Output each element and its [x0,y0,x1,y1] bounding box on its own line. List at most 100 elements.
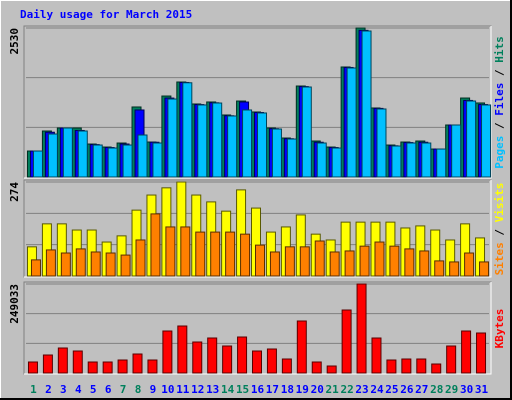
bar [389,245,400,277]
bar [47,133,58,178]
bar [301,86,312,178]
bar [242,109,253,178]
x-tick-label: 4 [75,383,82,396]
x-tick-label: 8 [135,383,142,396]
x-tick-label: 7 [120,383,127,396]
legend-entry: Files [493,83,506,116]
bar [240,233,251,277]
bar [207,337,218,374]
x-tick-label: 22 [340,383,353,396]
bar [32,150,43,178]
bar [102,361,113,374]
bar [227,115,238,178]
bar [252,350,262,374]
bar [476,332,487,374]
bar [316,142,327,178]
bar [60,252,71,277]
bar [359,245,370,277]
legend-separator: / [493,116,506,136]
bar [152,142,163,178]
bar [180,226,191,277]
x-tick-label: 16 [251,383,265,396]
bar [87,361,98,374]
bar [286,138,297,178]
bar [192,341,203,374]
x-tick-label: 26 [400,383,414,396]
bar [167,98,178,178]
bar [75,248,86,277]
x-tick-label: 20 [311,383,324,396]
x-tick-label: 17 [266,383,279,396]
bar [356,283,367,374]
bar [162,330,173,374]
bar [105,252,116,277]
bar [299,246,310,277]
legend-entry: Pages [493,136,506,169]
x-tick-label: 24 [370,383,384,396]
bar [195,231,206,277]
y-tick-label: 249033 [8,284,21,324]
bar [147,359,158,374]
bar [77,130,88,178]
x-tick-label: 12 [191,383,204,396]
bar [42,354,53,374]
bar [117,359,128,374]
plot-bevel [24,180,492,278]
x-tick-label: 28 [430,383,443,396]
bar [266,348,277,374]
bar [401,358,412,374]
plot-bevel [24,26,492,179]
bar [177,325,188,374]
bar [461,330,472,374]
x-tick-label: 14 [221,383,235,396]
bar [446,345,457,374]
bar [132,353,143,374]
x-tick-label: 23 [355,383,368,396]
x-tick-label: 31 [475,383,489,396]
bar [27,361,38,374]
x-tick-label: 1 [30,383,37,396]
plot-bevel [24,282,492,375]
bar [296,320,307,374]
bar [197,104,208,178]
bar [419,250,430,277]
bar [135,239,146,277]
bar [182,82,193,178]
x-tick-label: 18 [281,383,294,396]
bar [210,231,221,277]
bar [404,248,415,277]
x-tick-label: 15 [236,383,249,396]
x-tick-label: 9 [150,383,157,396]
bar [326,365,337,374]
x-tick-label: 29 [445,383,458,396]
bar [255,244,265,277]
bar [386,359,397,374]
bar [107,147,118,178]
bar [416,358,427,374]
bar [57,347,68,374]
legend-entry: Sites [493,242,506,275]
bar [90,251,101,277]
bar [376,108,387,178]
y-tick-label: 2530 [8,28,21,55]
bar [237,336,248,374]
bar [137,134,148,178]
bar [464,252,475,277]
bar [45,249,56,277]
bar [344,250,355,277]
bar [391,145,402,178]
x-tick-label: 21 [326,383,340,396]
chart-title: Daily usage for March 2015 [20,8,192,21]
bar [329,251,340,277]
bar [406,142,417,178]
bar [92,144,103,178]
legend-entry: Hits [493,36,506,63]
bar [466,100,477,178]
bar [257,112,267,178]
bar [150,213,161,277]
legend-separator: / [493,222,506,242]
bar [421,142,432,178]
x-tick-label: 6 [105,383,112,396]
